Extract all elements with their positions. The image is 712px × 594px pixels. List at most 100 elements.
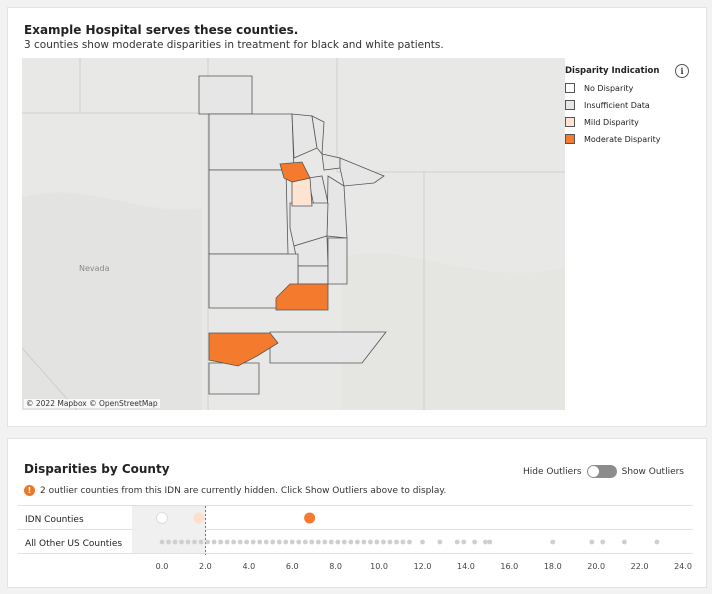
info-icon[interactable]: i bbox=[675, 64, 689, 78]
other-county-point[interactable] bbox=[483, 539, 488, 545]
other-county-point[interactable] bbox=[420, 539, 425, 545]
legend-swatch bbox=[565, 134, 575, 144]
other-county-point[interactable] bbox=[250, 539, 256, 545]
other-county-point[interactable] bbox=[407, 539, 412, 545]
county-map[interactable]: Nevada © 2022 Mapbox © OpenStreetMap bbox=[22, 58, 565, 410]
disparities-title: Disparities by County bbox=[24, 462, 170, 476]
other-county-point[interactable] bbox=[205, 539, 210, 545]
x-axis-ticks: 0.0 2.0 4.0 6.0 8.0 10.0 12.0 14.0 16.0 18.0 20.0 2… bbox=[156, 562, 692, 571]
other-county-point[interactable] bbox=[270, 539, 276, 545]
outlier-toggle[interactable] bbox=[586, 465, 617, 478]
map-title: Example Hospital serves these counties. bbox=[24, 23, 299, 37]
row-label-other-us-counties: All Other US Counties bbox=[25, 539, 123, 549]
other-county-point[interactable] bbox=[179, 539, 184, 545]
x-tick-label: 22.0 bbox=[631, 562, 649, 571]
other-county-point[interactable] bbox=[263, 539, 269, 545]
other-county-point[interactable] bbox=[348, 539, 354, 545]
outlier-notice: ! 2 outlier counties from this IDN are c… bbox=[24, 485, 446, 496]
x-tick-label: 14.0 bbox=[457, 562, 475, 571]
map-panel: Example Hospital serves these counties. … bbox=[7, 7, 707, 427]
other-county-point[interactable] bbox=[654, 539, 660, 545]
x-tick-label: 18.0 bbox=[544, 562, 562, 571]
other-county-point[interactable] bbox=[166, 539, 171, 545]
idn-counties-points bbox=[156, 512, 316, 524]
range-band bbox=[132, 506, 206, 553]
other-county-point[interactable] bbox=[289, 539, 295, 545]
other-county-point[interactable] bbox=[257, 539, 263, 545]
other-county-point[interactable] bbox=[335, 539, 341, 545]
other-county-point[interactable] bbox=[600, 539, 606, 545]
other-county-point[interactable] bbox=[159, 539, 165, 545]
other-county-point[interactable] bbox=[309, 539, 315, 545]
legend-label: Mild Disparity bbox=[584, 117, 639, 127]
notice-text: outlier counties from this IDN are curre… bbox=[48, 485, 447, 496]
idn-county-point[interactable] bbox=[156, 512, 168, 524]
other-county-point[interactable] bbox=[211, 539, 217, 545]
legend-swatch bbox=[565, 83, 575, 93]
outlier-toggle-group: Hide Outliers Show Outliers bbox=[523, 465, 684, 478]
other-county-point[interactable] bbox=[276, 539, 282, 545]
other-county-point[interactable] bbox=[231, 539, 237, 545]
other-county-point[interactable] bbox=[283, 539, 289, 545]
other-county-point[interactable] bbox=[394, 539, 399, 545]
other-county-point[interactable] bbox=[185, 539, 191, 545]
other-county-point[interactable] bbox=[621, 539, 627, 545]
other-county-point[interactable] bbox=[341, 539, 347, 545]
other-county-point[interactable] bbox=[237, 539, 243, 545]
other-county-point[interactable] bbox=[244, 539, 250, 545]
notice-count: 2 bbox=[40, 485, 46, 496]
other-county-point[interactable] bbox=[437, 539, 443, 545]
other-county-point[interactable] bbox=[354, 539, 360, 545]
hide-outliers-label[interactable]: Hide Outliers bbox=[522, 466, 582, 477]
other-county-point[interactable] bbox=[454, 539, 460, 545]
other-county-point[interactable] bbox=[368, 539, 373, 545]
disparity-legend: Disparity Indication i No Disparity Insu… bbox=[565, 64, 689, 144]
legend-swatch bbox=[565, 117, 575, 127]
other-county-point[interactable] bbox=[387, 539, 393, 545]
other-county-point[interactable] bbox=[374, 539, 380, 545]
x-tick-label: 10.0 bbox=[370, 562, 388, 571]
other-county-point[interactable] bbox=[400, 539, 406, 545]
state-label-nevada: Nevada bbox=[79, 264, 110, 273]
other-county-point[interactable] bbox=[315, 539, 321, 545]
disparity-strip-chart: 0.0 2.0 4.0 6.0 8.0 10.0 12.0 14.0 16.0 18.0 20.0 2… bbox=[18, 505, 693, 571]
other-county-point[interactable] bbox=[487, 539, 493, 545]
row-label-idn-counties: IDN Counties bbox=[25, 515, 84, 525]
x-tick-label: 16.0 bbox=[500, 562, 518, 571]
legend-label: Insufficient Data bbox=[584, 100, 650, 110]
idn-county-point[interactable] bbox=[304, 512, 316, 524]
show-outliers-label[interactable]: Show Outliers bbox=[621, 466, 684, 477]
other-county-point[interactable] bbox=[328, 539, 334, 545]
legend-item-mild-disparity: Mild Disparity bbox=[565, 117, 689, 127]
map-subtitle: 3 counties show moderate disparities in … bbox=[24, 39, 444, 51]
x-tick-label: 0.0 bbox=[156, 562, 169, 571]
warning-icon: ! bbox=[24, 485, 35, 496]
other-county-point[interactable] bbox=[472, 539, 477, 545]
other-county-point[interactable] bbox=[218, 539, 224, 545]
other-county-point[interactable] bbox=[192, 539, 197, 545]
x-tick-label: 12.0 bbox=[414, 562, 432, 571]
other-county-point[interactable] bbox=[361, 539, 367, 545]
map-attribution[interactable]: © 2022 Mapbox © OpenStreetMap bbox=[24, 399, 160, 408]
x-tick-label: 2.0 bbox=[199, 562, 212, 571]
other-county-point[interactable] bbox=[461, 539, 467, 545]
legend-item-no-disparity: No Disparity bbox=[565, 83, 689, 93]
other-county-point[interactable] bbox=[302, 539, 308, 545]
other-county-point[interactable] bbox=[381, 539, 386, 545]
other-county-point[interactable] bbox=[172, 539, 178, 545]
x-tick-label: 4.0 bbox=[242, 562, 255, 571]
other-county-point[interactable] bbox=[589, 539, 595, 545]
legend-item-moderate-disparity: Moderate Disparity bbox=[565, 134, 689, 144]
idn-county-point[interactable] bbox=[193, 512, 205, 524]
legend-label: Moderate Disparity bbox=[584, 134, 661, 144]
other-county-point[interactable] bbox=[322, 539, 328, 545]
legend-swatch bbox=[565, 100, 575, 110]
other-county-point[interactable] bbox=[550, 539, 556, 545]
other-county-point[interactable] bbox=[224, 539, 230, 545]
other-county-point[interactable] bbox=[296, 539, 302, 545]
legend-label: No Disparity bbox=[584, 83, 634, 93]
other-county-point[interactable] bbox=[198, 539, 204, 545]
other-counties-points bbox=[159, 539, 660, 545]
x-tick-label: 8.0 bbox=[329, 562, 342, 571]
x-tick-label: 20.0 bbox=[587, 562, 605, 571]
